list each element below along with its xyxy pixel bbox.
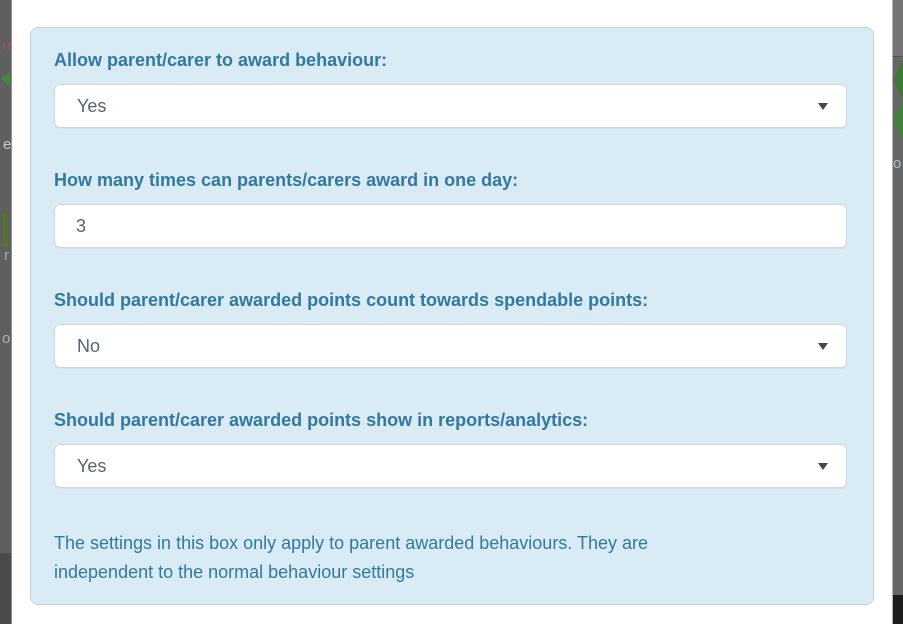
background-page-right-edge: o bbox=[892, 0, 903, 624]
background-footer-block bbox=[0, 553, 11, 624]
background-header-block bbox=[893, 0, 903, 57]
reports-analytics-label: Should parent/carer awarded points show … bbox=[54, 410, 589, 430]
spendable-points-selected-value: No bbox=[77, 335, 101, 356]
daily-limit-input[interactable] bbox=[54, 204, 847, 248]
cropped-text-fragment: o bbox=[893, 155, 902, 172]
green-leaf-shape bbox=[893, 59, 903, 101]
settings-note: The settings in this box only apply to p… bbox=[54, 529, 847, 587]
settings-note-line2: independent to the normal behaviour sett… bbox=[54, 562, 415, 582]
allow-award-selected-value: Yes bbox=[77, 95, 107, 116]
spendable-points-label: Should parent/carer awarded points count… bbox=[54, 290, 649, 310]
green-bar-shape bbox=[3, 213, 8, 247]
cropped-text-fragment: o bbox=[2, 330, 11, 347]
allow-award-select[interactable]: Yes bbox=[54, 84, 847, 128]
cropped-text-fragment: r bbox=[4, 247, 9, 264]
cropped-text-fragment: e bbox=[3, 136, 12, 153]
settings-note-line1: The settings in this box only apply to p… bbox=[54, 533, 649, 553]
green-arrow-icon bbox=[1, 72, 10, 86]
parent-award-settings-panel: Allow parent/carer to award behaviour: Y… bbox=[30, 27, 874, 605]
background-page-left-edge: n e r o bbox=[0, 0, 12, 624]
allow-award-label: Allow parent/carer to award behaviour: bbox=[54, 50, 388, 70]
green-leaf-shape bbox=[893, 99, 903, 143]
cropped-text-fragment: n bbox=[2, 37, 12, 54]
background-footer-block bbox=[893, 595, 903, 624]
spendable-points-select[interactable]: No bbox=[54, 324, 847, 368]
caret-down-icon bbox=[818, 342, 828, 350]
reports-analytics-selected-value: Yes bbox=[77, 455, 107, 476]
caret-down-icon bbox=[818, 102, 828, 110]
daily-limit-label: How many times can parents/carers award … bbox=[54, 170, 519, 190]
caret-down-icon bbox=[818, 462, 828, 470]
reports-analytics-select[interactable]: Yes bbox=[54, 444, 847, 488]
